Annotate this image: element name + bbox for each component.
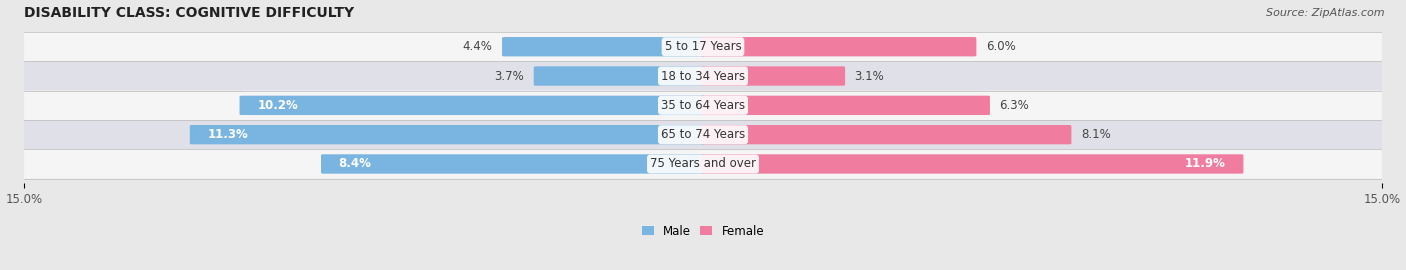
Text: 3.7%: 3.7% — [495, 70, 524, 83]
Text: 11.3%: 11.3% — [208, 128, 249, 141]
Text: 5 to 17 Years: 5 to 17 Years — [665, 40, 741, 53]
Text: 8.1%: 8.1% — [1081, 128, 1111, 141]
FancyBboxPatch shape — [239, 96, 704, 115]
Text: Source: ZipAtlas.com: Source: ZipAtlas.com — [1267, 8, 1385, 18]
Text: 65 to 74 Years: 65 to 74 Years — [661, 128, 745, 141]
FancyBboxPatch shape — [502, 37, 704, 56]
FancyBboxPatch shape — [534, 66, 704, 86]
FancyBboxPatch shape — [702, 96, 990, 115]
Text: DISABILITY CLASS: COGNITIVE DIFFICULTY: DISABILITY CLASS: COGNITIVE DIFFICULTY — [24, 6, 354, 19]
Text: 10.2%: 10.2% — [257, 99, 298, 112]
FancyBboxPatch shape — [702, 154, 1243, 174]
FancyBboxPatch shape — [190, 125, 704, 144]
Text: 8.4%: 8.4% — [339, 157, 371, 170]
Text: 18 to 34 Years: 18 to 34 Years — [661, 70, 745, 83]
Text: 3.1%: 3.1% — [855, 70, 884, 83]
FancyBboxPatch shape — [702, 37, 976, 56]
Legend: Male, Female: Male, Female — [637, 220, 769, 242]
FancyBboxPatch shape — [24, 61, 1382, 91]
FancyBboxPatch shape — [321, 154, 704, 174]
Text: 11.9%: 11.9% — [1185, 157, 1226, 170]
Text: 6.3%: 6.3% — [1000, 99, 1029, 112]
FancyBboxPatch shape — [24, 32, 1382, 61]
Text: 4.4%: 4.4% — [463, 40, 492, 53]
Text: 75 Years and over: 75 Years and over — [650, 157, 756, 170]
Text: 6.0%: 6.0% — [986, 40, 1015, 53]
FancyBboxPatch shape — [702, 66, 845, 86]
FancyBboxPatch shape — [24, 120, 1382, 149]
FancyBboxPatch shape — [24, 149, 1382, 179]
FancyBboxPatch shape — [24, 91, 1382, 120]
Text: 35 to 64 Years: 35 to 64 Years — [661, 99, 745, 112]
FancyBboxPatch shape — [702, 125, 1071, 144]
